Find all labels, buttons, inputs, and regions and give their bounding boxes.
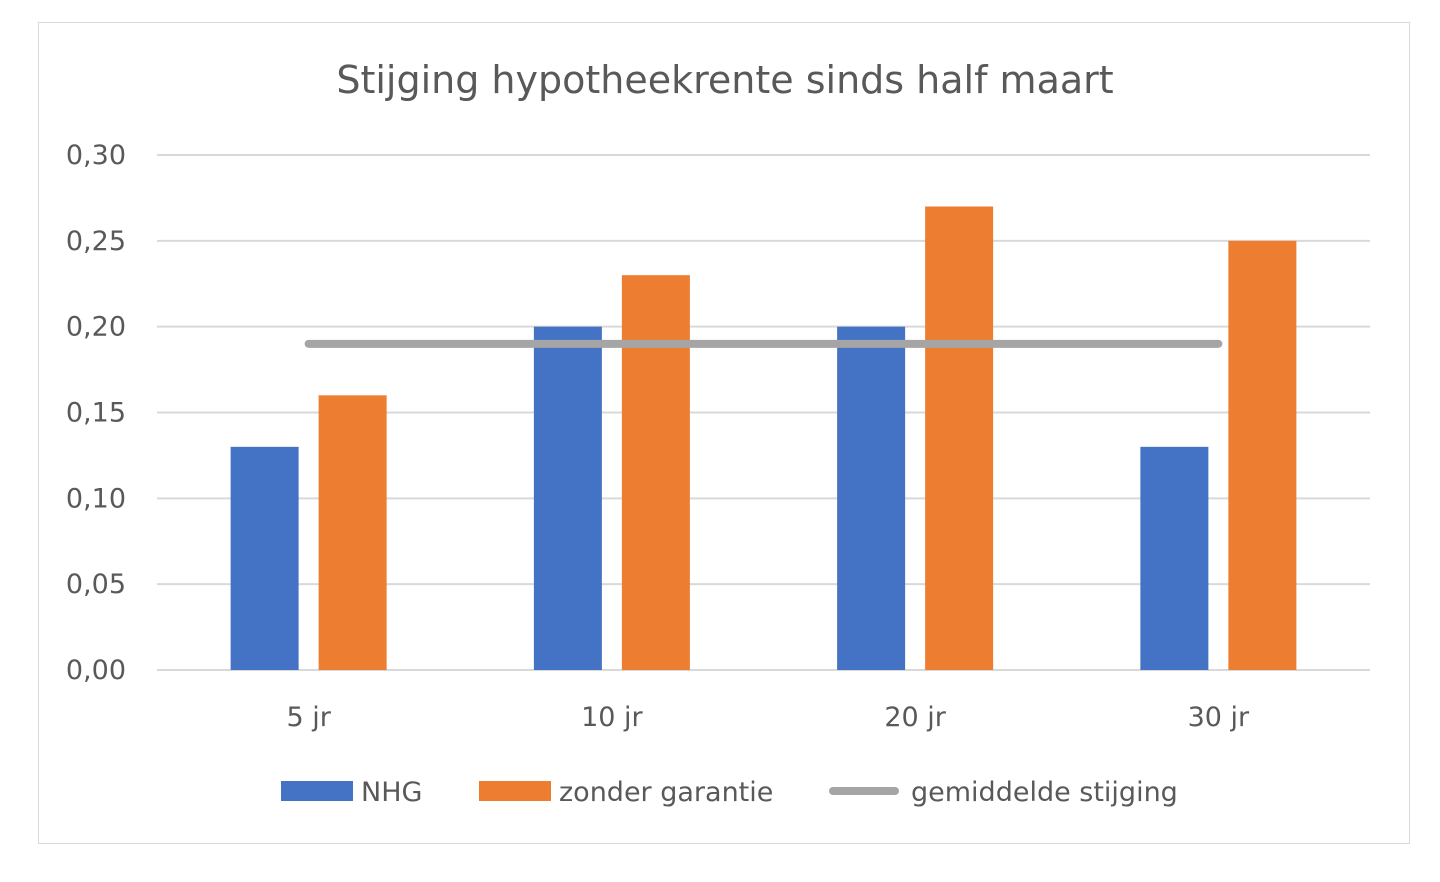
chart-frame: Stijging hypotheekrente sinds half maart…: [38, 22, 1410, 844]
chart-title: Stijging hypotheekrente sinds half maart: [336, 58, 1113, 102]
y-tick-label: 0,00: [66, 655, 126, 686]
legend-label-nhg: NHG: [361, 777, 422, 808]
y-tick-label: 0,05: [66, 569, 126, 600]
bar-nhg: [533, 326, 602, 670]
bar-chart: Stijging hypotheekrente sinds half maart…: [66, 58, 1370, 808]
legend: NHG zonder garantie gemiddelde stijging: [281, 777, 1178, 808]
bar-nhg: [230, 446, 299, 670]
legend-swatch-zonder-garantie: [479, 781, 551, 801]
x-tick-label: 30 jr: [1188, 702, 1250, 733]
legend-swatch-nhg: [281, 781, 353, 801]
bar-zonder-garantie: [925, 206, 994, 670]
bar-nhg: [837, 326, 906, 670]
x-tick-label: 20 jr: [884, 702, 946, 733]
x-tick-label: 5 jr: [286, 702, 331, 733]
y-tick-label: 0,10: [66, 483, 126, 514]
legend-label-zonder-garantie: zonder garantie: [559, 777, 773, 808]
bar-nhg: [1140, 446, 1209, 670]
y-tick-label: 0,15: [66, 398, 126, 429]
x-tick-label: 10 jr: [581, 702, 643, 733]
bar-zonder-garantie: [318, 395, 387, 670]
bar-zonder-garantie: [621, 275, 690, 670]
y-tick-label: 0,25: [66, 226, 126, 257]
y-tick-label: 0,30: [66, 140, 126, 171]
y-tick-label: 0,20: [66, 312, 126, 343]
legend-label-gemiddelde-stijging: gemiddelde stijging: [911, 777, 1178, 808]
bar-zonder-garantie: [1228, 240, 1297, 671]
y-axis-ticks: 0,00 0,05 0,10 0,15 0,20 0,25 0,30: [66, 140, 126, 686]
x-axis-ticks: 5 jr 10 jr 20 jr 30 jr: [286, 702, 1250, 733]
bars: [230, 206, 1297, 671]
